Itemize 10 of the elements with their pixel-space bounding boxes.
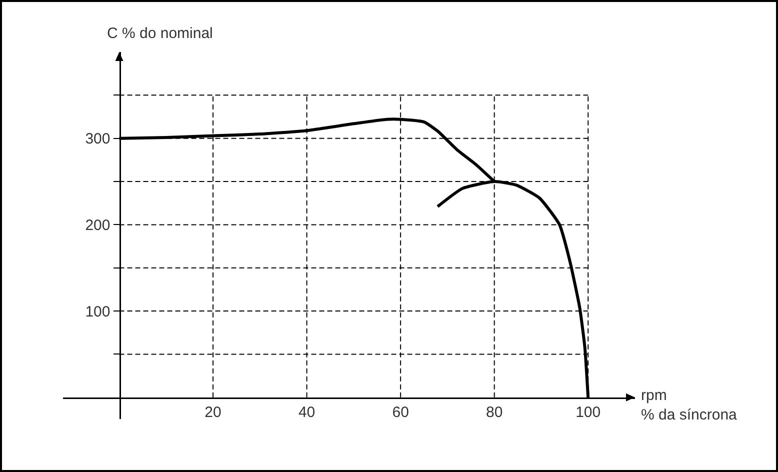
x-tick-label: 80 bbox=[486, 404, 503, 421]
y-tick-label: 200 bbox=[85, 216, 110, 234]
x-axis-title: rpm % da síncrona bbox=[641, 387, 738, 424]
y-axis-title: C % do nominal bbox=[107, 25, 213, 42]
y-tick-label: 100 bbox=[85, 303, 110, 320]
x-tick-label: 20 bbox=[204, 404, 222, 421]
x-tick-label: 60 bbox=[392, 404, 409, 421]
y-tick-label: 300 bbox=[85, 130, 110, 148]
x-tick-label: 40 bbox=[298, 404, 316, 421]
x-tick-label: 100 bbox=[576, 404, 601, 421]
